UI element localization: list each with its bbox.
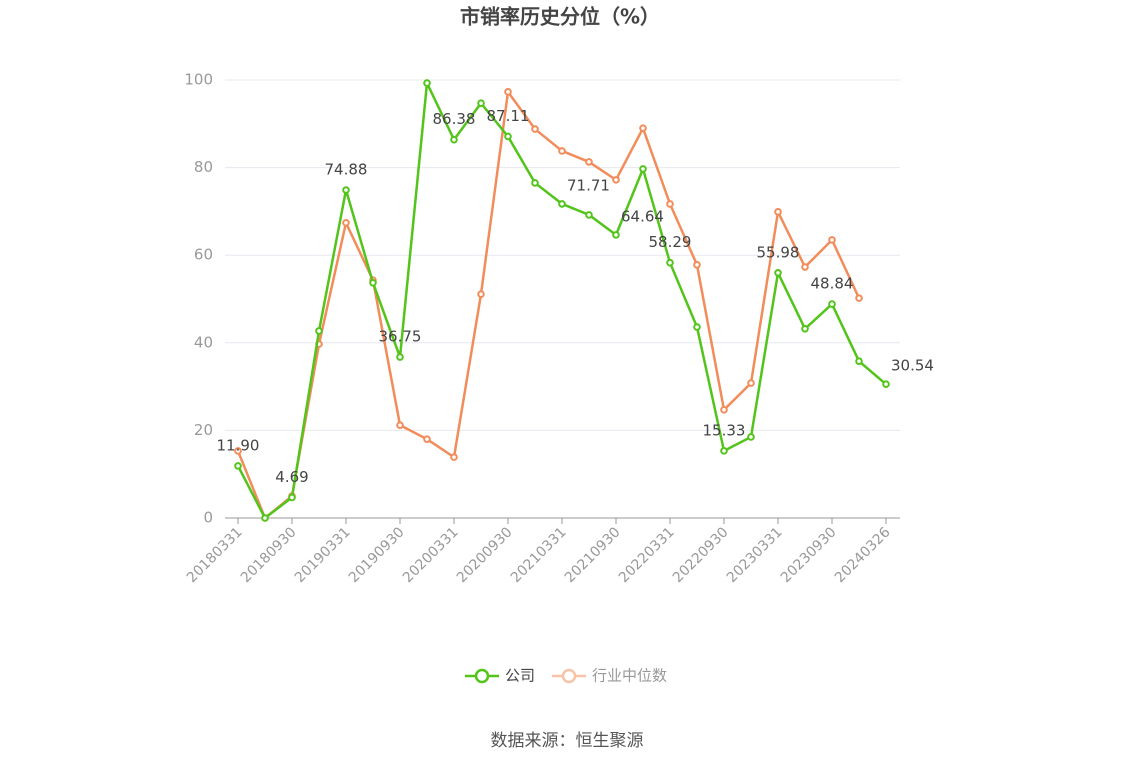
data-label: 74.88 <box>325 161 368 179</box>
data-label: 86.38 <box>433 110 476 128</box>
data-point <box>801 324 809 333</box>
data-point <box>747 433 755 441</box>
data-point <box>828 236 836 244</box>
data-label: 48.84 <box>811 275 854 293</box>
data-point <box>666 200 674 208</box>
x-tick-label: 20210930 <box>562 524 624 586</box>
data-label: 15.33 <box>703 421 746 439</box>
y-tick-label: 80 <box>194 158 213 176</box>
data-point <box>558 200 566 208</box>
data-point <box>801 263 809 271</box>
legend-item[interactable]: 行业中位数 <box>552 667 667 685</box>
x-tick-label: 20180331 <box>184 524 246 586</box>
y-tick-label: 40 <box>194 333 213 351</box>
x-tick-label: 20180930 <box>238 524 300 586</box>
data-point <box>315 327 323 335</box>
y-tick-label: 0 <box>203 509 213 527</box>
x-tick-label: 20220331 <box>616 524 678 586</box>
data-point <box>855 357 863 365</box>
data-label: 55.98 <box>757 243 800 261</box>
x-tick-label: 20200930 <box>454 524 516 586</box>
legend-item[interactable]: 公司 <box>465 667 535 685</box>
data-point <box>234 462 242 470</box>
data-point <box>423 435 431 443</box>
x-tick-label: 20220930 <box>670 524 732 586</box>
data-point <box>450 135 458 144</box>
legend-label: 行业中位数 <box>592 667 667 685</box>
data-label: 11.90 <box>217 436 260 454</box>
y-tick-label: 20 <box>194 421 213 439</box>
data-point <box>693 323 701 331</box>
data-label: 4.69 <box>275 468 308 486</box>
data-point <box>747 379 755 387</box>
legend-label: 公司 <box>505 667 535 685</box>
data-point <box>639 165 647 173</box>
y-tick-label: 100 <box>184 71 213 89</box>
x-tick-label: 20190930 <box>346 524 408 586</box>
data-point <box>666 258 674 267</box>
data-point <box>585 158 593 166</box>
x-tick-label: 20240326 <box>832 524 894 586</box>
data-point <box>396 421 404 429</box>
series-line <box>236 88 861 521</box>
data-point <box>450 453 458 461</box>
data-point <box>612 176 620 184</box>
data-point <box>531 179 539 187</box>
x-tick-label: 20210331 <box>508 524 570 586</box>
data-point <box>477 290 485 298</box>
data-point <box>612 231 620 239</box>
x-tick-label: 20190331 <box>292 524 354 586</box>
data-point <box>639 124 647 132</box>
data-point <box>882 380 890 389</box>
data-point <box>342 186 350 194</box>
data-point <box>396 353 404 361</box>
data-label: 30.54 <box>891 357 934 375</box>
data-point <box>720 447 728 455</box>
x-tick-label: 20230331 <box>724 524 786 586</box>
data-point <box>828 300 836 308</box>
chart-title: 市销率历史分位（%） <box>460 5 660 29</box>
data-point <box>531 125 539 133</box>
data-point <box>423 79 431 87</box>
data-point <box>261 514 269 522</box>
data-point <box>693 261 701 269</box>
x-tick-label: 20230930 <box>778 524 840 586</box>
data-point <box>342 218 350 227</box>
source-note: 数据来源：恒生聚源 <box>491 731 644 751</box>
data-point <box>774 269 782 277</box>
data-point <box>720 406 728 414</box>
x-tick-label: 20200331 <box>400 524 462 586</box>
data-label: 64.64 <box>621 207 664 225</box>
data-label: 36.75 <box>379 328 422 346</box>
data-point <box>288 493 296 502</box>
data-label: 71.71 <box>567 176 610 194</box>
data-point <box>504 132 512 141</box>
data-point <box>585 211 593 219</box>
y-tick-label: 60 <box>194 246 213 264</box>
data-label: 87.11 <box>487 107 530 125</box>
data-point <box>774 208 782 216</box>
data-label: 58.29 <box>649 233 692 251</box>
legend-marker <box>474 668 490 684</box>
data-point <box>369 278 377 287</box>
data-point <box>558 147 566 155</box>
data-point <box>504 88 512 96</box>
data-point <box>477 99 485 108</box>
legend-marker <box>561 668 577 684</box>
data-point <box>855 294 863 302</box>
data-point <box>234 447 242 455</box>
